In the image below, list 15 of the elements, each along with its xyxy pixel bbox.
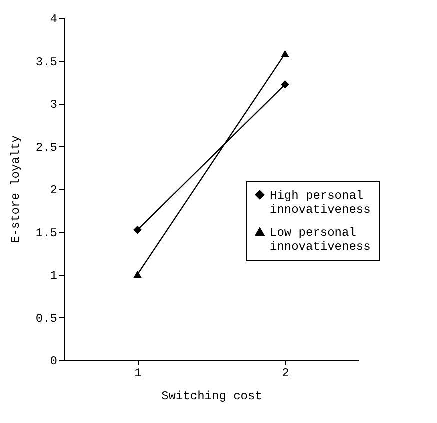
y-tick-label: 0 [50,354,58,368]
y-tick-label: 1.5 [36,226,58,240]
y-tick-label: 0.5 [36,312,58,326]
y-tick-label: 2 [50,184,58,198]
point [134,226,142,234]
x-axis-title: Switching cost [162,390,262,404]
point [281,80,290,89]
y-tick-label: 2.5 [36,140,58,155]
legend-label: High personal innovativeness [270,189,371,217]
y-tick-label: 3 [50,98,58,112]
y-tick-label: 3.5 [36,55,58,70]
y-tick-label: 1 [50,269,58,283]
y-axis-title: E-store loyalty [8,135,23,244]
y-tick-label: 4 [50,12,58,26]
legend-label: Low personal innovativeness [270,226,371,254]
